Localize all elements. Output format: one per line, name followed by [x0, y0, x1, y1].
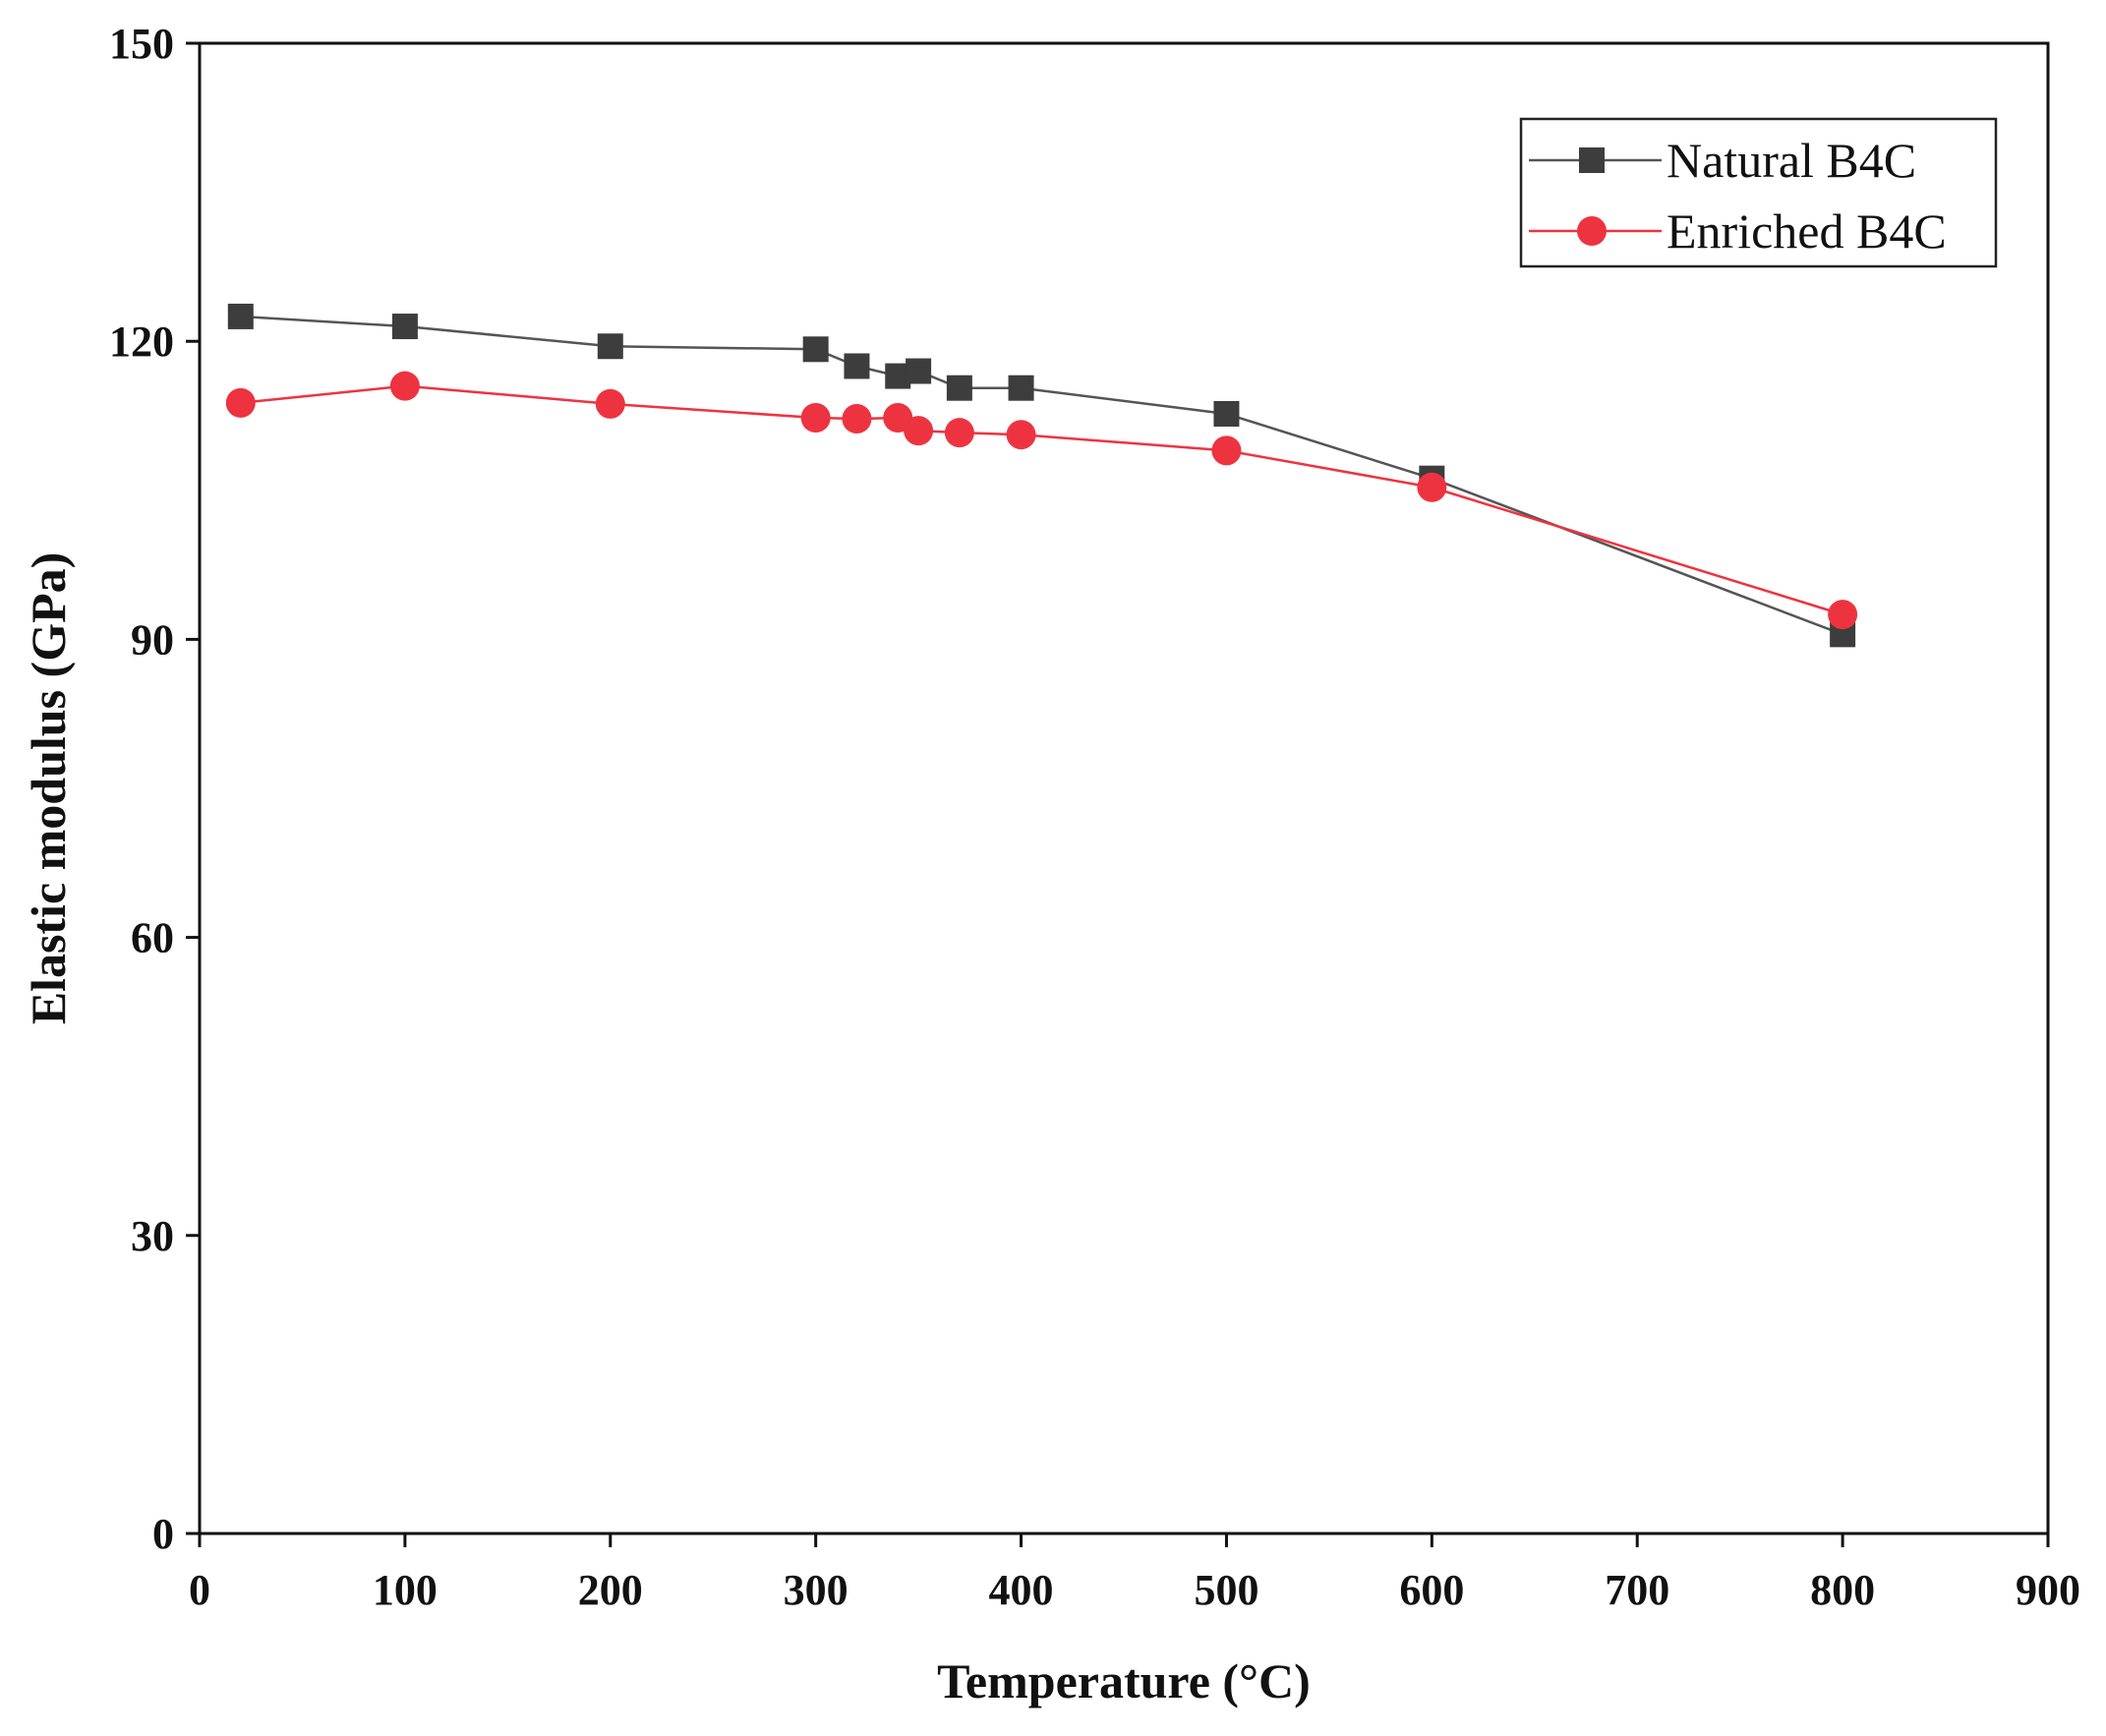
x-axis-title: Temperature (°C) — [937, 1653, 1311, 1708]
x-tick-label: 300 — [784, 1566, 848, 1614]
legend-item-enriched-b4c: Enriched B4C — [1529, 203, 1947, 259]
y-tick-label: 120 — [109, 318, 174, 366]
natural-b4c-point — [844, 353, 870, 379]
x-tick-label: 0 — [189, 1566, 210, 1614]
natural-b4c-point — [597, 333, 623, 360]
x-tick-label: 900 — [2016, 1566, 2080, 1614]
natural-b4c-point — [391, 314, 418, 340]
y-tick-label: 0 — [152, 1510, 174, 1558]
y-axis: 0 30 60 90 120 150 — [109, 20, 200, 1558]
y-tick-label: 30 — [131, 1212, 174, 1260]
legend-item-natural-b4c: Natural B4C — [1529, 133, 1916, 188]
natural-b4c-point — [1008, 375, 1034, 401]
x-tick-label: 200 — [578, 1566, 643, 1614]
series-enriched-b4c — [225, 371, 1858, 630]
natural-b4c-point — [227, 303, 254, 329]
natural-b4c-point — [946, 375, 972, 401]
legend: Natural B4C Enriched B4C — [1519, 117, 1998, 268]
enriched-b4c-point — [1006, 420, 1036, 450]
enriched-b4c-point — [842, 404, 872, 434]
legend-label: Enriched B4C — [1667, 203, 1947, 259]
enriched-b4c-point — [595, 388, 625, 419]
natural-b4c-point — [802, 336, 829, 363]
legend-label: Natural B4C — [1667, 133, 1916, 188]
x-axis: 0 100 200 300 400 500 600 700 800 900 — [189, 1533, 2080, 1614]
enriched-b4c-point — [800, 403, 831, 434]
natural-b4c-point — [1213, 400, 1240, 427]
legend-marker-sample — [1577, 216, 1607, 246]
y-tick-label: 150 — [109, 20, 174, 68]
enriched-b4c-point — [904, 416, 934, 446]
x-tick-label: 400 — [989, 1566, 1054, 1614]
x-tick-label: 500 — [1194, 1566, 1258, 1614]
natural-b4c-point — [906, 358, 932, 384]
x-tick-label: 700 — [1605, 1566, 1669, 1614]
plot-frame — [198, 41, 2050, 1535]
y-tick-label: 90 — [131, 615, 174, 664]
x-tick-label: 600 — [1399, 1566, 1464, 1614]
enriched-b4c-point — [1417, 472, 1447, 502]
enriched-b4c-point — [225, 387, 256, 418]
series-natural-b4c — [227, 303, 1856, 648]
enriched-b4c-point — [1211, 435, 1242, 466]
y-tick-label: 60 — [131, 914, 174, 962]
enriched-b4c-point — [1828, 600, 1858, 630]
legend-marker-sample — [1579, 147, 1605, 173]
x-tick-label: 100 — [373, 1566, 438, 1614]
x-tick-label: 800 — [1810, 1566, 1875, 1614]
enriched-b4c-point — [389, 371, 420, 401]
series-layer — [225, 303, 1858, 648]
y-axis-title: Elastic modulus (GPa) — [21, 552, 76, 1025]
enriched-b4c-point — [944, 418, 974, 448]
